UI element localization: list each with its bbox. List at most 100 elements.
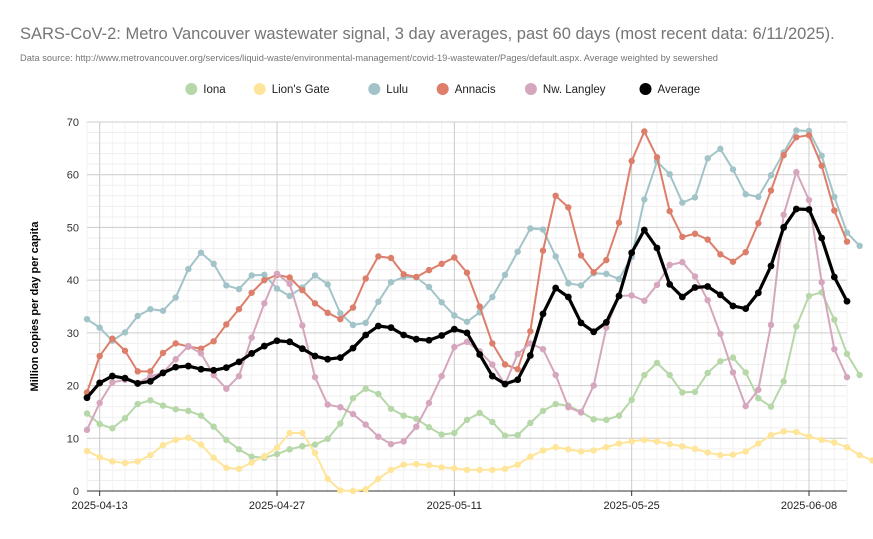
data-point-average [146,377,154,385]
y-axis-label: Million copies per day per capita [29,221,41,392]
data-point-nw-langley [83,426,91,434]
data-point-annacis [780,152,787,159]
data-point-iona [96,420,103,428]
data-point-annacis [438,260,445,267]
data-point-annacis [843,238,851,245]
data-point-annacis [223,321,230,328]
data-point-lion-s-gate [704,449,711,456]
data-point-average [273,337,281,345]
data-point-lion-s-gate [501,465,509,473]
data-point-lion-s-gate [843,444,851,451]
data-point-nw-langley [755,386,762,393]
data-point-lulu [717,145,724,153]
data-point-lion-s-gate [349,487,357,495]
data-point-lion-s-gate [96,454,103,461]
data-point-nw-langley [831,346,838,353]
data-point-annacis [666,207,673,215]
data-point-iona [527,419,534,427]
data-point-annacis [109,335,116,342]
data-point-annacis [197,345,205,352]
data-point-lion-s-gate [197,441,205,448]
data-point-iona [362,385,369,392]
y-tick-label: 30 [67,328,79,340]
data-point-annacis [653,154,661,161]
data-point-annacis [742,249,749,256]
data-point-lion-s-gate [299,429,306,437]
data-point-average [134,380,142,387]
data-point-annacis [565,204,572,211]
data-point-iona [311,441,319,448]
data-point-annacis [134,368,141,375]
data-point-average [248,350,256,357]
data-point-iona [185,407,192,415]
data-point-lulu [286,292,293,300]
series-lion-s-gate [83,428,873,495]
data-point-lion-s-gate [653,438,661,445]
data-point-lion-s-gate [235,465,243,473]
data-point-nw-langley [793,168,800,176]
data-point-annacis [96,352,103,360]
y-tick-label: 50 [67,222,79,234]
data-point-lulu [679,199,686,206]
data-point-iona [210,423,217,430]
data-point-average [260,342,268,350]
data-point-lulu [843,229,851,236]
data-point-average [412,335,420,343]
data-point-average [602,318,610,326]
data-point-nw-langley [666,261,673,269]
data-point-lion-s-gate [185,434,192,441]
data-point-average [552,284,560,292]
data-point-nw-langley [603,324,610,331]
data-point-iona [843,350,851,358]
data-point-nw-langley [514,350,521,358]
legend-label-average: Average [658,84,701,96]
data-point-annacis [691,230,699,237]
data-point-iona [666,371,673,379]
data-point-iona [273,450,281,458]
data-point-iona [109,425,116,432]
data-point-iona [349,395,357,402]
data-point-average [324,355,332,363]
data-point-lulu [767,172,775,179]
data-point-lion-s-gate [286,429,293,437]
data-point-average [488,372,496,380]
data-point-nw-langley [717,330,724,338]
data-point-iona [375,390,382,398]
data-point-iona [539,407,547,415]
data-point-lion-s-gate [159,441,167,449]
data-point-iona [780,378,787,385]
legend-label-nw-langley: Nw. Langley [543,84,606,96]
data-point-iona [463,416,471,424]
data-point-lion-s-gate [717,451,724,459]
data-point-lulu [704,155,711,162]
data-point-lulu [755,193,762,201]
data-point-average [83,394,91,402]
data-point-lulu [666,170,673,178]
data-point-lulu [729,166,737,173]
data-point-iona [286,446,293,453]
data-point-lion-s-gate [729,451,737,458]
data-point-iona [501,432,509,439]
data-point-iona [159,402,167,409]
data-point-lulu [691,194,699,201]
series-nw-langley [83,168,851,448]
x-tick-label: 2025-04-27 [249,500,305,512]
data-point-average [653,244,661,252]
data-point-lulu [463,318,471,325]
data-point-lulu [856,242,863,250]
data-point-iona [729,354,737,361]
data-point-lulu [134,312,141,320]
x-tick-label: 2025-04-13 [72,500,128,512]
data-point-annacis [324,309,331,317]
data-point-average [349,344,357,352]
data-point-nw-langley [653,281,661,289]
data-point-lulu [159,307,167,314]
data-point-annacis [767,187,775,194]
data-point-average [184,362,192,370]
data-point-lulu [223,282,230,289]
data-point-lulu [831,193,838,201]
data-point-nw-langley [805,196,813,204]
data-point-lion-s-gate [793,428,800,436]
data-point-lion-s-gate [552,444,559,451]
